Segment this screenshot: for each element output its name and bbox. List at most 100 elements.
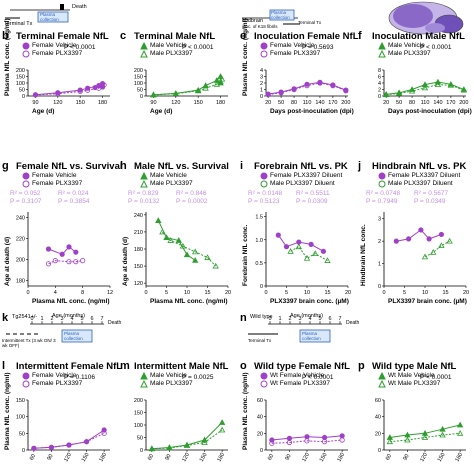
panel-stat-p: P < 0.0001 (420, 374, 452, 381)
point-o-0-1 (286, 435, 293, 441)
y-tick-label-p-2: 40 (375, 415, 381, 421)
y-tick-label-b-1: 50 (19, 88, 25, 94)
schematic-top-mid: Midbrain inoc. of K18 fibrils Plasma col… (238, 0, 388, 32)
point-i-0-3 (308, 241, 314, 247)
x-tick-label-b-0: 90 (32, 100, 38, 106)
panel-title-l: Intermittent Female NfL (16, 361, 123, 372)
x-tick-label-j-2: 10 (422, 290, 428, 296)
point-e-1-2 (291, 86, 297, 93)
series-line-j-0 (396, 229, 442, 242)
y-tick-label-g-1: 200 (16, 258, 25, 264)
y-tick-label-c-2: 100 (134, 81, 143, 87)
point-m-1-0 (148, 445, 156, 452)
x-tick-label-e-2: 80 (291, 100, 297, 106)
panel-b: b Terminal Female NfL P < 0.0001 Female Veh… (0, 18, 118, 120)
panel-letter-p: p (358, 360, 365, 372)
legend-marker-f-0 (378, 42, 386, 50)
point-e-1-1 (278, 90, 284, 96)
legend-marker-c-1 (140, 50, 148, 58)
point-o-0-2 (304, 434, 310, 440)
panel-stat-m: P = 0.0025 (182, 374, 214, 381)
panel-letter-i: i (240, 160, 244, 172)
y-tick-label-h-4: 240 (134, 213, 143, 219)
x-tick-label-g-0: 0 (26, 290, 29, 296)
y-tick-label-g-0: 180 (16, 279, 25, 285)
legend-item-e-1: Female PLX3397 (260, 50, 320, 58)
legend-item-h-1: Male PLX3397 (140, 180, 193, 188)
r2-i-0: R² = 0.0148 (248, 190, 283, 197)
x-tick-label-p-0: 60 (385, 453, 393, 461)
x-tick-label-f-4: 140 (433, 100, 442, 106)
schematic-n-tick-label-7: 7 (338, 316, 341, 322)
x-tick-label-c-2: 150 (194, 100, 203, 106)
y-tick-label-h-2: 180 (134, 247, 143, 253)
point-b-1-6 (101, 82, 107, 88)
point-p-1-4 (456, 430, 464, 436)
x-tick-label-j-4: 20 (463, 290, 469, 296)
panel-letter-e: e (240, 30, 247, 42)
legend-item-g-0: Female Vehicle (22, 172, 76, 180)
chart-svg-h: 120 150 180 210 240 0 5 10 15 20 (134, 212, 231, 296)
y-tick-label-e-1: 1 (260, 88, 263, 94)
x-tick-label-l-4: 180 (98, 452, 108, 463)
x-tick-label-h-3: 15 (204, 290, 210, 296)
point-o-1-2 (304, 438, 310, 444)
point-b-1-2 (77, 88, 83, 95)
y-tick-label-b-0: 0 (22, 94, 25, 100)
schematic-k-tick-label-1: 1 (40, 316, 43, 322)
point-l-1-0 (31, 445, 37, 451)
y-axis-label-i: Forebrain NfL conc. (242, 224, 249, 286)
point-h-0-4 (192, 257, 199, 263)
legend-item-f-1: Male PLX3397 (378, 50, 431, 58)
panel-e: e Inoculation Female NfL P = 0.5693 Female … (238, 18, 359, 120)
panel-letter-n: n (240, 312, 247, 324)
schematic-k-death: Death (108, 320, 122, 326)
x-tick-label-h-0: 0 (144, 290, 147, 296)
panel-title-g: Female NfL vs. Survival (16, 161, 123, 172)
series-line-p-1 (389, 432, 461, 443)
legend-marker-l-1 (22, 380, 30, 388)
x-tick-label-l-0: 60 (29, 453, 37, 461)
y-tick-label-c-0: 0 (140, 94, 143, 100)
schematic-death-label: Death (72, 4, 87, 10)
point-p-1-2 (421, 434, 429, 440)
panel-stat-c: P < 0.0001 (182, 44, 214, 51)
point-g-1-0 (45, 261, 52, 267)
point-f-1-0 (382, 91, 390, 98)
schematic-k-svg: 0 1 2 3 4 5 6 7 (6, 316, 104, 343)
point-l-1-4 (101, 430, 107, 436)
x-tick-label-m-1: 90 (164, 453, 172, 461)
x-tick-label-e-6: 200 (341, 100, 350, 106)
x-tick-label-j-3: 15 (442, 290, 448, 296)
pval-h-0: P = 0.0132 (128, 198, 160, 205)
x-tick-label-h-4: 20 (225, 290, 231, 296)
point-h-0-0 (155, 217, 162, 223)
chart-svg-o: 0 20 40 60 60 90 120 150 180 (257, 398, 348, 463)
x-tick-label-j-1: 5 (403, 290, 406, 296)
x-tick-label-p-2: 120 (419, 452, 429, 463)
panel-title-f: Inoculation Male NfL (372, 31, 465, 42)
point-h-1-5 (212, 262, 219, 269)
x-tick-label-l-3: 150 (81, 452, 91, 463)
legend-item-l-1: Female PLX3397 (22, 380, 82, 388)
y-tick-label-m-1: 50 (137, 436, 143, 442)
panel-stat-f: P < 0.0001 (420, 44, 452, 51)
schematic-k-tick-label-4: 4 (70, 316, 73, 322)
point-g-0-0 (45, 246, 52, 252)
x-tick-label-g-1: 4 (54, 290, 57, 296)
y-axis-label-l: Plasma NfL conc. (ng/ml) (4, 372, 11, 450)
x-axis-label-c: Age (d) (150, 108, 173, 115)
legend-item-o-1: Wt Female PLX3397 (260, 380, 330, 388)
panel-i: i Forebrain NfL vs. PK Female PLX3397 Dilu… (238, 160, 356, 310)
panel-title-i: Forebrain NfL vs. PK (254, 161, 348, 172)
series-line-l-1 (33, 432, 105, 449)
x-tick-label-c-0: 90 (150, 100, 156, 106)
point-c-1-0 (150, 91, 157, 98)
schematic-k: k Tg2541+/- Age (months) Death Intermitt… (0, 312, 122, 352)
panel-letter-o: o (240, 360, 247, 372)
series-line-f-1 (386, 84, 464, 96)
x-tick-label-o-0: 60 (267, 453, 275, 461)
x-axis-label-g: Plasma NfL conc. (ng/ml) (32, 298, 110, 305)
x-axis-label-f: Days post-inoculation (dpi) (388, 108, 472, 115)
legend-marker-i-0 (260, 172, 268, 180)
